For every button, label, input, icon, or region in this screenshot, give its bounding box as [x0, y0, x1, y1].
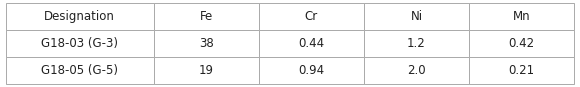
Text: G18-03 (G-3): G18-03 (G-3): [41, 37, 118, 50]
Text: 38: 38: [199, 37, 213, 50]
Text: 0.44: 0.44: [298, 37, 324, 50]
Bar: [364, 57, 469, 84]
Bar: [6, 57, 154, 84]
Bar: [6, 30, 154, 57]
Text: G18-05 (G-5): G18-05 (G-5): [41, 64, 118, 77]
Bar: [259, 30, 364, 57]
Text: Mn: Mn: [513, 10, 531, 23]
Text: Ni: Ni: [411, 10, 423, 23]
Bar: [6, 3, 154, 30]
Bar: [469, 3, 574, 30]
Text: 0.94: 0.94: [298, 64, 324, 77]
Bar: [259, 3, 364, 30]
Text: Cr: Cr: [304, 10, 318, 23]
Bar: [364, 3, 469, 30]
Text: 19: 19: [199, 64, 213, 77]
Text: 2.0: 2.0: [407, 64, 426, 77]
Text: 1.2: 1.2: [407, 37, 426, 50]
Bar: [154, 30, 259, 57]
Text: 0.21: 0.21: [509, 64, 535, 77]
Bar: [469, 57, 574, 84]
Bar: [154, 3, 259, 30]
Bar: [364, 30, 469, 57]
Text: Fe: Fe: [200, 10, 213, 23]
Bar: [154, 57, 259, 84]
Bar: [469, 30, 574, 57]
Bar: [259, 57, 364, 84]
Text: Designation: Designation: [44, 10, 115, 23]
Text: 0.42: 0.42: [509, 37, 535, 50]
